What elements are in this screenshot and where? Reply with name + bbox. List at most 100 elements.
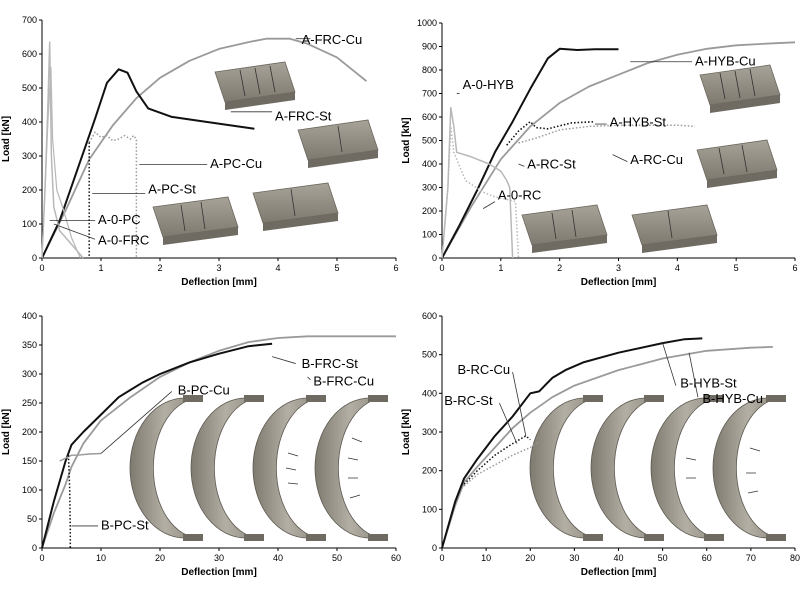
x-tick-label: 50 xyxy=(332,553,342,563)
fe-model-slab xyxy=(699,64,781,113)
y-tick-label: 300 xyxy=(422,183,437,193)
series-a-rc-cu xyxy=(518,124,696,144)
x-tick-label: 40 xyxy=(613,553,623,563)
series-label: A-FRC-St xyxy=(275,108,332,123)
bl-labels: B-PC-Cu B-FRC-St B-FRC-Cu B-PC-St xyxy=(71,356,374,532)
x-tick-label: 60 xyxy=(702,553,712,563)
series-a-pc-cu xyxy=(88,131,138,258)
y-tick-label: 800 xyxy=(422,65,437,75)
series-label: B-FRC-St xyxy=(302,356,359,371)
series-label: B-HYB-Cu xyxy=(702,391,763,406)
y-tick-label: 100 xyxy=(22,485,37,495)
label-leader-line xyxy=(53,223,96,240)
x-tick-label: 20 xyxy=(525,553,535,563)
y-tick-label: 350 xyxy=(22,340,37,350)
panel-bottom-left: 0 10 20 30 40 50 60 0 50 100 150 200 250 300 350 400 Def… xyxy=(1,311,401,578)
fe-model-slab xyxy=(297,119,379,168)
tl-fe-models xyxy=(152,61,379,245)
x-axis-label: Deflection [mm] xyxy=(181,567,257,578)
x-tick-label: 20 xyxy=(155,553,165,563)
series-label: B-RC-St xyxy=(444,393,493,408)
br-labels: B-RC-Cu B-RC-St B-HYB-StB-HYB-Cu xyxy=(444,342,763,444)
y-axis-label: Load [kN] xyxy=(1,116,12,162)
fe-model-ring xyxy=(590,395,664,541)
tl-axes: 0 1 2 3 4 5 6 0 100 200 300 400 500 600 700 Deflection … xyxy=(1,15,399,288)
series-b-rc-st xyxy=(463,435,531,485)
y-tick-label: 250 xyxy=(22,398,37,408)
x-tick-label: 6 xyxy=(792,263,797,273)
series-label: B-PC-St xyxy=(101,517,149,532)
series-label: A-PC-St xyxy=(148,181,196,196)
series-b-frc-st xyxy=(41,342,273,549)
y-tick-label: 400 xyxy=(22,311,37,321)
series-a-0-frc xyxy=(41,67,81,259)
series-a-hyb-cu xyxy=(441,41,796,259)
label-leader-line xyxy=(482,201,496,209)
x-tick-label: 5 xyxy=(734,263,739,273)
x-tick-label: 3 xyxy=(616,263,621,273)
series-b-frc-cu xyxy=(41,335,396,549)
y-tick-label: 700 xyxy=(422,89,437,99)
panel-bottom-right: 0 10 20 30 40 50 60 70 80 0 100 200 300 400 500 600 Defl… xyxy=(401,311,800,578)
x-tick-label: 0 xyxy=(439,263,444,273)
series-label: B-HYB-St xyxy=(680,376,737,391)
x-tick-label: 50 xyxy=(658,553,668,563)
x-tick-label: 10 xyxy=(481,553,491,563)
y-tick-label: 200 xyxy=(422,466,437,476)
tl-labels: A-FRC-Cu A-FRC-St A-PC-Cu A-PC-St A-0-PC A-0-… xyxy=(49,32,363,247)
br-series xyxy=(441,337,773,549)
series-label: A-FRC-Cu xyxy=(302,32,363,47)
label-leader-line xyxy=(612,154,628,163)
x-tick-label: 40 xyxy=(273,553,283,563)
x-tick-label: 2 xyxy=(157,263,162,273)
y-tick-label: 400 xyxy=(422,159,437,169)
label-leader-line xyxy=(662,342,677,386)
fe-model-ring xyxy=(252,395,326,541)
series-label: A-0-HYB xyxy=(463,77,514,92)
fe-model-slab xyxy=(696,139,778,188)
series-b-rc-cu xyxy=(463,441,540,487)
y-tick-label: 600 xyxy=(422,112,437,122)
x-tick-label: 10 xyxy=(96,553,106,563)
y-tick-label: 200 xyxy=(22,427,37,437)
series-label: B-FRC-Cu xyxy=(313,374,374,389)
y-axis-label: Load [kN] xyxy=(401,409,412,455)
x-tick-label: 2 xyxy=(557,263,562,273)
tr-fe-models xyxy=(521,64,781,253)
y-tick-label: 300 xyxy=(22,151,37,161)
y-tick-label: 200 xyxy=(22,185,37,195)
x-tick-label: 30 xyxy=(214,553,224,563)
series-a-hyb-st xyxy=(441,47,619,259)
x-tick-label: 1 xyxy=(498,263,503,273)
fe-model-slab xyxy=(214,61,296,110)
y-tick-label: 0 xyxy=(432,543,437,553)
y-tick-label: 100 xyxy=(422,504,437,514)
label-leader-line xyxy=(498,402,518,444)
series-label: A-PC-Cu xyxy=(210,156,262,171)
br-axes: 0 10 20 30 40 50 60 70 80 0 100 200 300 400 500 600 Defl… xyxy=(401,311,800,578)
y-tick-label: 0 xyxy=(32,253,37,263)
y-tick-label: 150 xyxy=(22,456,37,466)
x-tick-label: 4 xyxy=(675,263,680,273)
fe-model-ring xyxy=(712,395,786,541)
y-tick-label: 900 xyxy=(422,42,437,52)
fe-model-slab xyxy=(631,204,718,253)
y-tick-label: 600 xyxy=(422,311,437,321)
series-label: A-0-FRC xyxy=(98,232,149,247)
fe-model-ring xyxy=(190,395,264,541)
fe-model-slab xyxy=(252,182,339,231)
series-label: A-RC-St xyxy=(527,157,576,172)
label-leader-line xyxy=(307,376,311,381)
y-tick-label: 500 xyxy=(422,136,437,146)
y-tick-label: 300 xyxy=(22,369,37,379)
br-fe-models xyxy=(529,395,786,541)
series-b-hyb-cu xyxy=(441,346,773,549)
fe-model-ring xyxy=(314,395,388,541)
x-axis-label: Deflection [mm] xyxy=(181,277,257,288)
series-label: B-RC-Cu xyxy=(457,362,510,377)
y-tick-label: 400 xyxy=(22,117,37,127)
y-tick-label: 400 xyxy=(422,388,437,398)
y-tick-label: 50 xyxy=(27,514,37,524)
series-a-0-pc xyxy=(41,41,84,259)
